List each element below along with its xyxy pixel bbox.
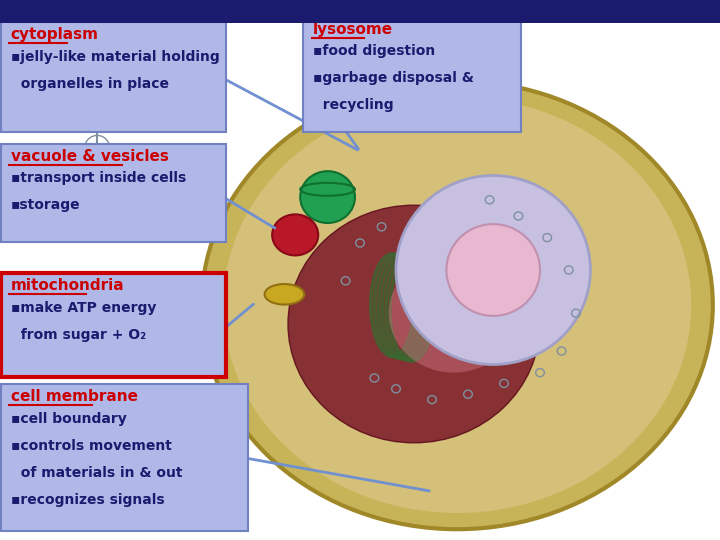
Text: vacuole & vesicles: vacuole & vesicles bbox=[11, 148, 168, 164]
FancyBboxPatch shape bbox=[1, 384, 248, 531]
Text: cell membrane: cell membrane bbox=[11, 389, 138, 404]
Text: recycling: recycling bbox=[313, 98, 394, 112]
Text: cytoplasm: cytoplasm bbox=[11, 27, 99, 42]
Text: ▪storage: ▪storage bbox=[11, 198, 81, 212]
Ellipse shape bbox=[389, 254, 518, 373]
FancyBboxPatch shape bbox=[0, 0, 720, 23]
Ellipse shape bbox=[272, 214, 318, 255]
Ellipse shape bbox=[446, 224, 540, 316]
Text: of materials in & out: of materials in & out bbox=[11, 465, 182, 480]
Text: ▪controls movement: ▪controls movement bbox=[11, 438, 171, 453]
FancyBboxPatch shape bbox=[1, 144, 226, 242]
Ellipse shape bbox=[300, 171, 355, 223]
Text: from sugar + O₂: from sugar + O₂ bbox=[11, 328, 146, 342]
Text: lysosome: lysosome bbox=[313, 22, 393, 37]
Text: mitochondria: mitochondria bbox=[11, 278, 125, 293]
Text: ▪make ATP energy: ▪make ATP energy bbox=[11, 301, 156, 315]
Text: ▪food digestion: ▪food digestion bbox=[313, 44, 436, 58]
Ellipse shape bbox=[396, 176, 590, 364]
Text: ▪recognizes signals: ▪recognizes signals bbox=[11, 492, 164, 507]
Text: ▪cell boundary: ▪cell boundary bbox=[11, 411, 127, 426]
Ellipse shape bbox=[202, 81, 713, 529]
Ellipse shape bbox=[223, 97, 691, 513]
FancyBboxPatch shape bbox=[1, 273, 226, 377]
Ellipse shape bbox=[288, 205, 540, 443]
FancyBboxPatch shape bbox=[303, 17, 521, 132]
Text: ▪garbage disposal &: ▪garbage disposal & bbox=[313, 71, 474, 85]
Text: ▪jelly-like material holding: ▪jelly-like material holding bbox=[11, 50, 220, 64]
FancyBboxPatch shape bbox=[1, 22, 226, 132]
Ellipse shape bbox=[265, 284, 305, 305]
Text: ▪transport inside cells: ▪transport inside cells bbox=[11, 171, 186, 185]
Text: organelles in place: organelles in place bbox=[11, 77, 168, 91]
